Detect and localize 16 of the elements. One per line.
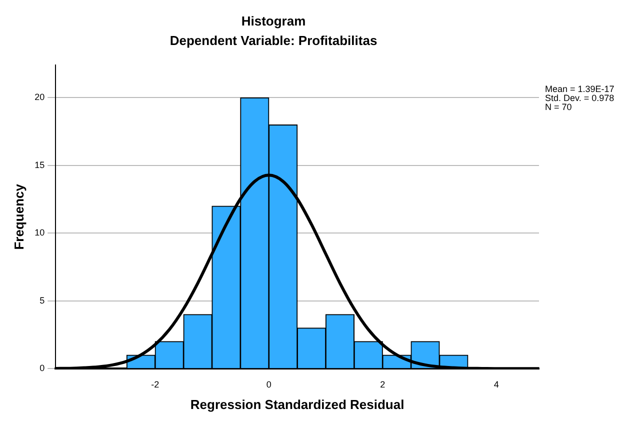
- y-tick-label: 15: [34, 160, 45, 170]
- text: N = 70: [545, 102, 572, 112]
- y-tick-label: 10: [34, 228, 45, 238]
- x-tick-label: 4: [494, 379, 499, 390]
- chart-title: Histogram: [241, 13, 306, 28]
- x-tick-label: 0: [266, 379, 272, 390]
- x-tick-label: -2: [151, 379, 160, 390]
- y-tick-label: 20: [34, 92, 45, 102]
- text: Std. Dev. = 0.978: [545, 93, 614, 104]
- x-axis-title: Regression Standardized Residual: [190, 396, 404, 412]
- x-tick-label: 2: [380, 379, 386, 390]
- y-tick-label: 0: [40, 363, 45, 374]
- text: Mean = 1.39E-17: [545, 84, 614, 94]
- y-axis-title: Frequency: [11, 183, 26, 250]
- y-tick-label: 5: [40, 295, 45, 306]
- chart-subtitle: Dependent Variable: Profitabilitas: [170, 32, 378, 48]
